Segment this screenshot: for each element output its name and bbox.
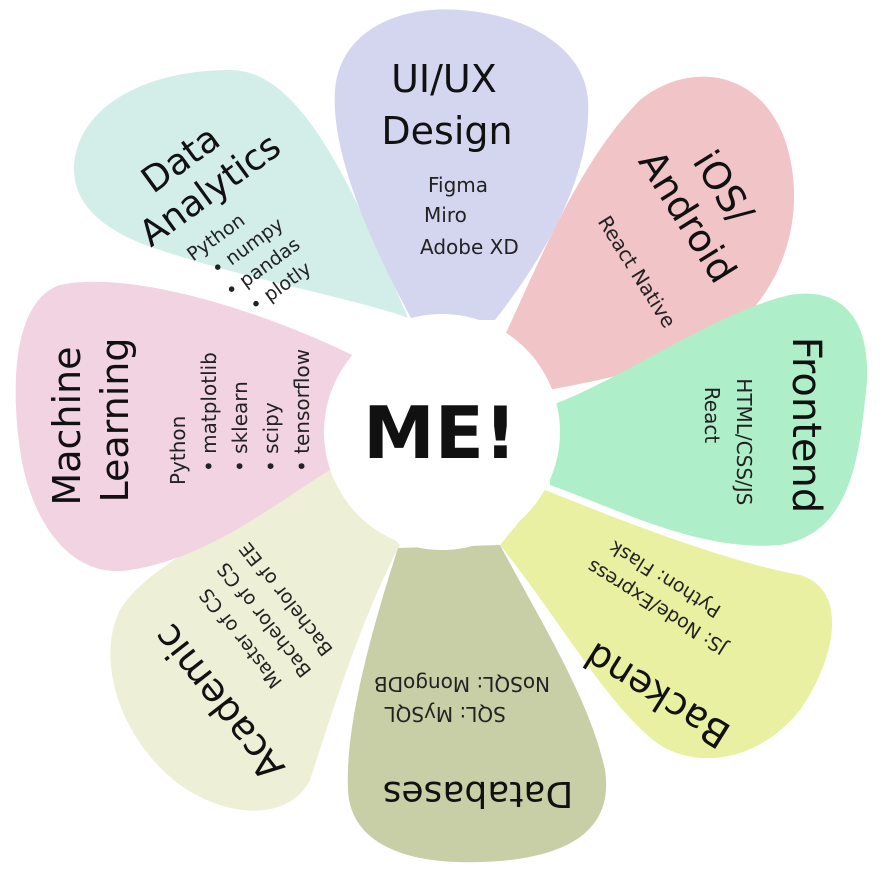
center-circle: [324, 314, 560, 550]
machine-learning-title-line-2: Learning: [93, 338, 137, 503]
petal-shape-data-analytics: [73, 70, 408, 318]
databases-item: SQL: MySQL: [384, 702, 506, 726]
petal-shape-frontend: [550, 293, 868, 546]
petal-shape-machine-learning: [15, 281, 353, 572]
petal-uiux-design: UI/UX Design Figma Miro Adobe XD: [334, 9, 589, 320]
uiux-title-line-2: Design: [381, 109, 512, 153]
uiux-title-line-1: UI/UX: [391, 57, 497, 101]
svg-text:Python • matplotlib: Python • matplotlib • sklearn • scipy • …: [166, 346, 314, 485]
petal-shape-uiux-design: [334, 9, 589, 320]
center-label: ME!: [363, 391, 517, 475]
uiux-item: Adobe XD: [420, 235, 519, 259]
petal-databases: Databases SQL: MySQL NoSQL: MongoDB: [347, 545, 607, 863]
petal-backend: Backend JS: Node/Express Python: Flask: [500, 490, 833, 759]
frontend-item: React: [700, 387, 724, 444]
svg-text:Machine Learning: Machine Learning: [45, 334, 137, 505]
machine-learning-title-line-1: Machine: [45, 347, 89, 506]
machine-learning-item: Python: [166, 416, 190, 485]
machine-learning-item: • tensorflow: [290, 349, 314, 472]
svg-text:Frontend: Frontend: [783, 337, 829, 514]
databases-title: Databases: [383, 773, 574, 814]
svg-text:Figma Miro Adobe X: Figma Miro Adobe XD: [420, 173, 519, 259]
petal-shape-ios-android: [505, 76, 795, 390]
petal-frontend: Frontend HTML/CSS/JS React: [550, 293, 868, 546]
databases-item: NoSQL: MongoDB: [374, 672, 550, 696]
machine-learning-item: • sklearn: [228, 381, 252, 472]
uiux-item: Miro: [424, 203, 467, 227]
svg-text:Databases: Databases: [383, 773, 574, 814]
svg-text:HTML/CSS/JS React: HTML/CSS/JS React: [700, 378, 756, 511]
center-node: ME!: [324, 314, 560, 550]
petal-ios-android: iOS/ Android React Native: [505, 76, 795, 390]
frontend-title: Frontend: [783, 337, 829, 514]
petal-machine-learning: Machine Learning Python • matplotlib • s…: [15, 281, 353, 572]
petal-shape-databases: [347, 545, 607, 863]
svg-text:SQL: MySQL NoSQL: MongoD: SQL: MySQL NoSQL: MongoDB: [374, 672, 550, 726]
frontend-item: HTML/CSS/JS: [732, 378, 756, 505]
uiux-item: Figma: [428, 173, 488, 197]
machine-learning-item: • scipy: [259, 402, 283, 472]
machine-learning-item: • matplotlib: [197, 352, 221, 472]
petal-data-analytics: Data Analytics Python • numpy • pandas •…: [73, 70, 408, 318]
svg-text:UI/UX Design: UI/UX Design: [381, 57, 512, 153]
petal-shape-backend: [500, 490, 833, 759]
